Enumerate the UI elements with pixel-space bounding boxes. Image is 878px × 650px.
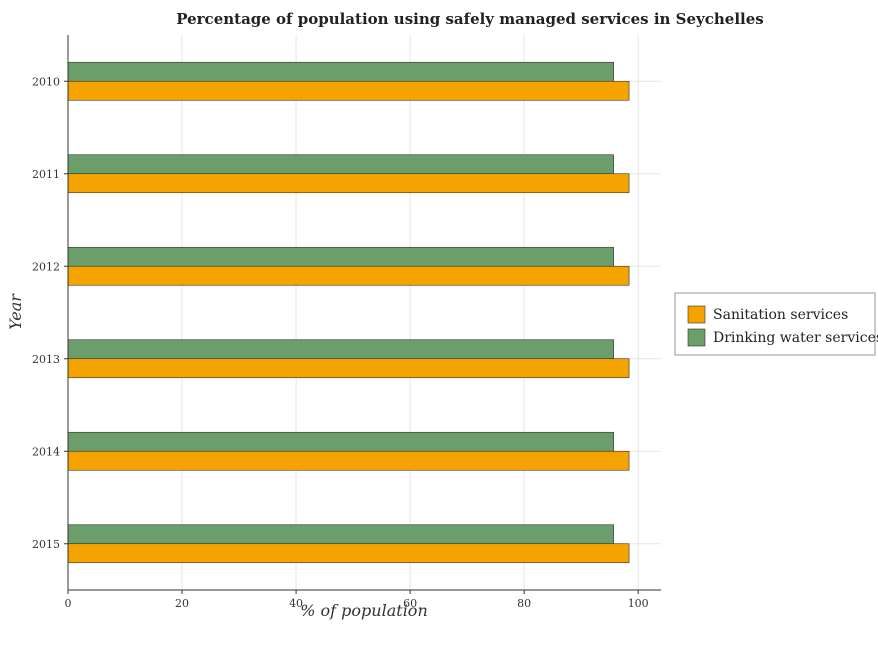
legend-label-drinking-water: Drinking water services — [713, 330, 878, 346]
x-tick-label: 20 — [175, 597, 189, 610]
y-tick-label: 2015 — [32, 538, 60, 551]
legend-box — [674, 292, 876, 356]
x-tick-label: 100 — [628, 597, 649, 610]
grid — [67, 35, 661, 590]
x-ticks: 0 20 40 60 80 100 — [65, 590, 649, 610]
bar-sanitation-2013 — [67, 358, 630, 379]
bar-drinking-water-2013 — [67, 339, 614, 360]
bar-sanitation-2010 — [67, 80, 630, 101]
x-tick-label: 80 — [517, 597, 531, 610]
y-tick-label: 2010 — [32, 75, 60, 88]
legend-swatch-sanitation — [687, 305, 706, 324]
legend-label-sanitation: Sanitation services — [713, 307, 848, 323]
bars — [67, 61, 630, 564]
x-tick-label: 0 — [65, 597, 72, 610]
chart-title: Percentage of population using safely ma… — [176, 10, 764, 28]
y-tick-label: 2012 — [32, 260, 60, 273]
x-axis-label: % of population — [300, 601, 428, 620]
bar-drinking-water-2012 — [67, 246, 614, 267]
bar-drinking-water-2014 — [67, 431, 614, 452]
bar-drinking-water-2011 — [67, 154, 614, 175]
bar-sanitation-2015 — [67, 543, 630, 564]
bar-drinking-water-2010 — [67, 61, 614, 82]
x-tick-label: 60 — [403, 597, 417, 610]
legend: Sanitation services Drinking water servic… — [674, 292, 878, 356]
y-tick-label: 2011 — [32, 168, 60, 181]
axes — [67, 35, 661, 591]
legend-swatch-drinking-water — [687, 328, 706, 347]
y-tick-label: 2013 — [32, 353, 60, 366]
bar-drinking-water-2015 — [67, 524, 614, 545]
bar-sanitation-2014 — [67, 450, 630, 471]
y-ticks: 2010 2011 2012 2013 2014 2015 — [32, 75, 68, 551]
bar-sanitation-2011 — [67, 173, 630, 194]
y-axis-label: Year — [6, 293, 25, 330]
x-tick-label: 40 — [289, 597, 303, 610]
bar-sanitation-2012 — [67, 265, 630, 286]
y-tick-label: 2014 — [32, 445, 60, 458]
